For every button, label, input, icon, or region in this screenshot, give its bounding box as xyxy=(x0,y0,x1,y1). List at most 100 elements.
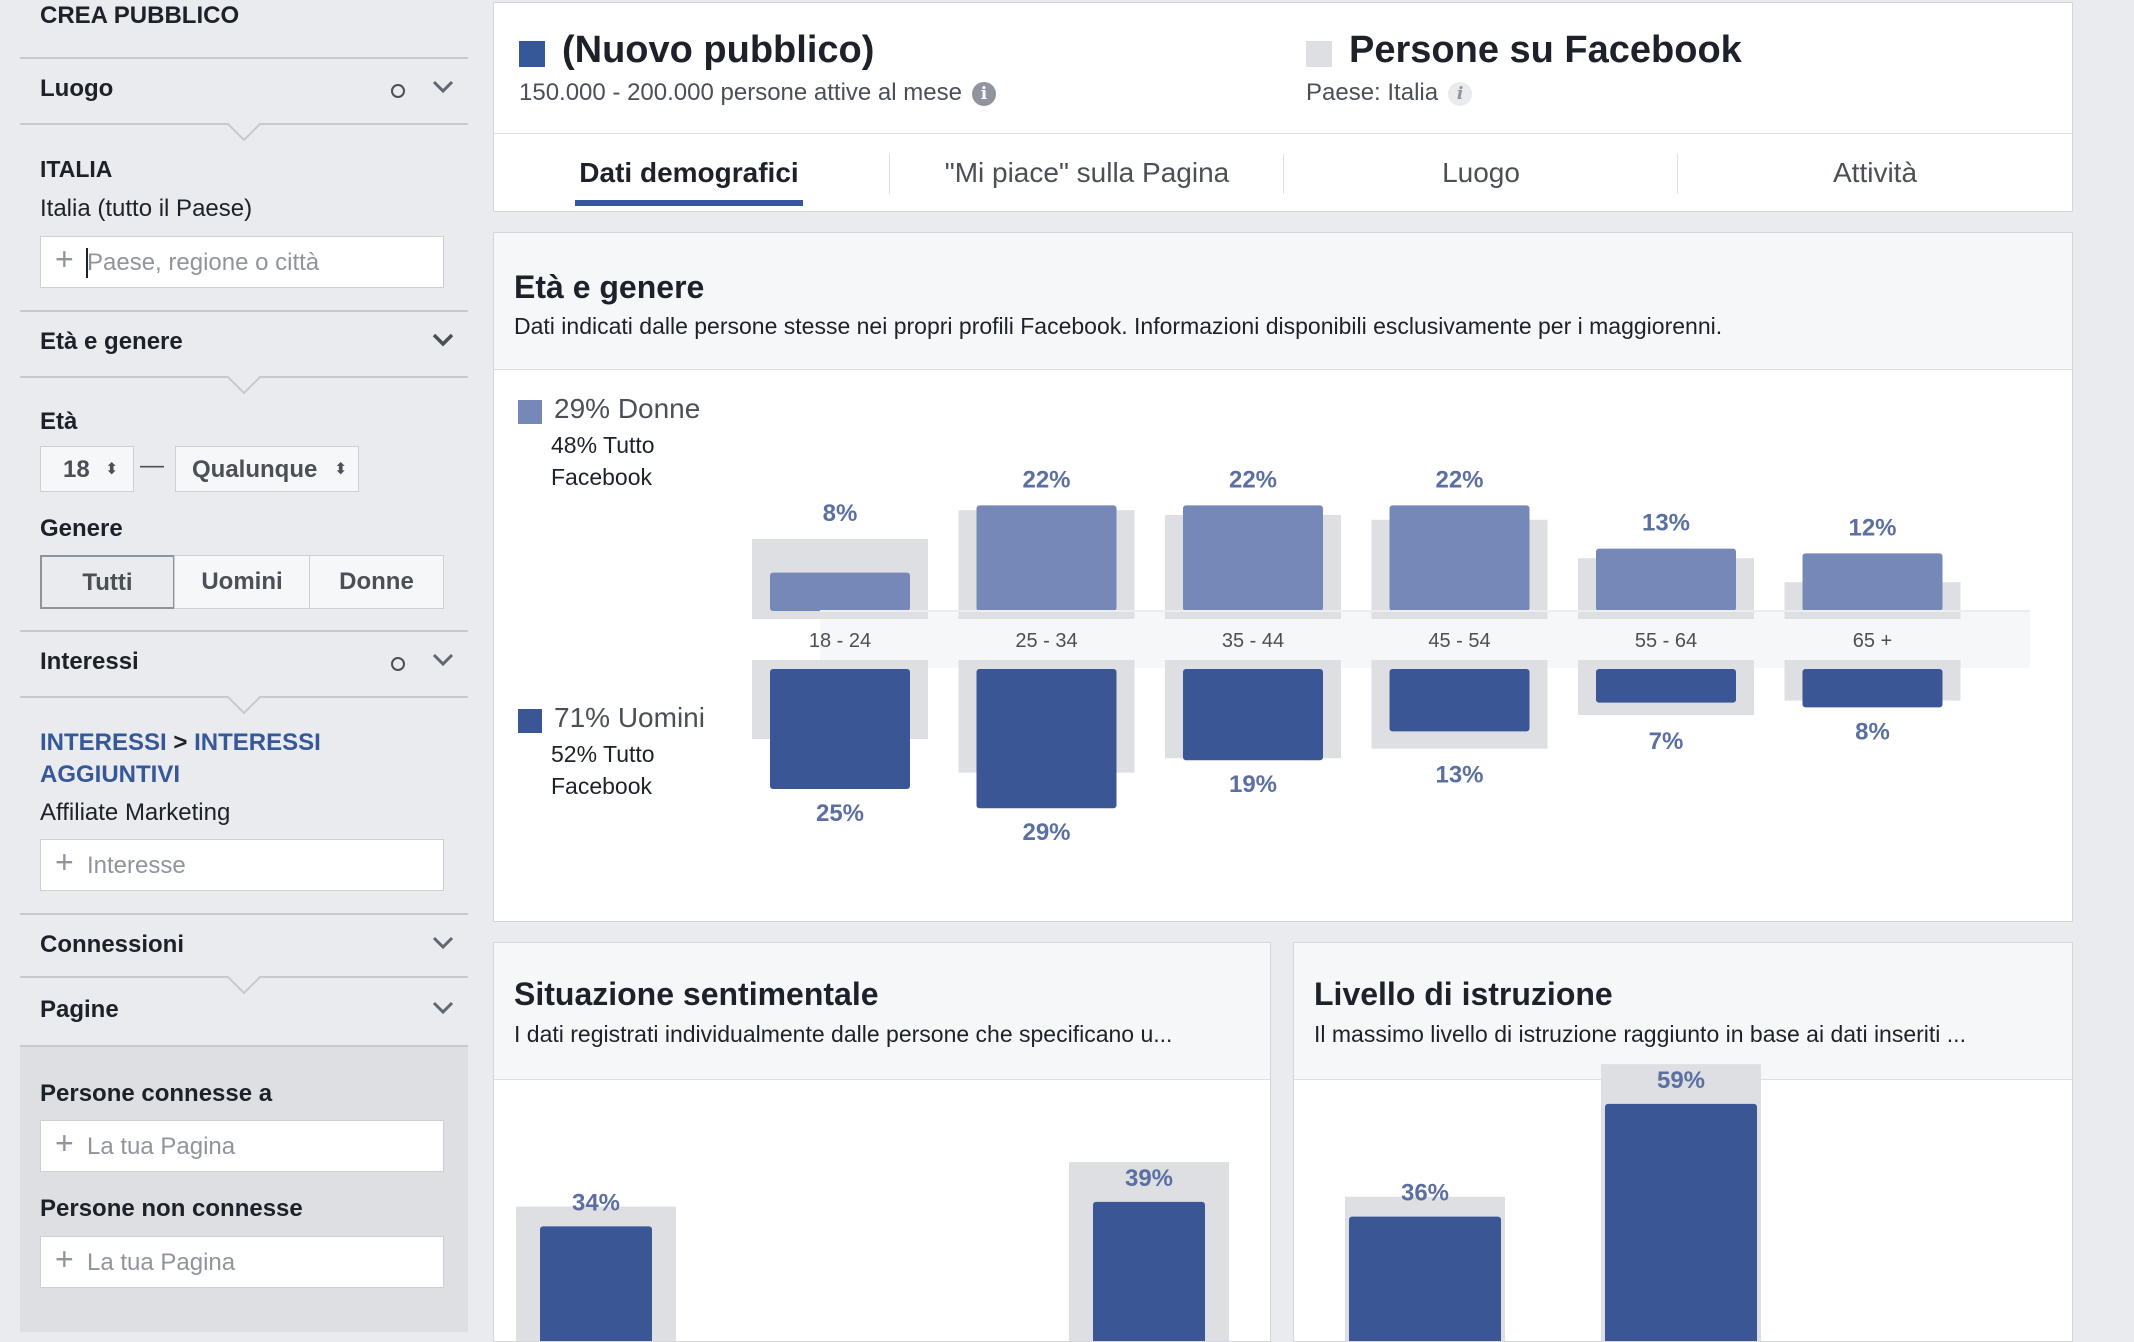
location-section-label: Luogo xyxy=(40,75,114,102)
location-placeholder: Paese, regione o città xyxy=(87,249,320,276)
relationship-panel: Situazione sentimentale I dati registrat… xyxy=(493,942,1271,1342)
chevron-down-icon[interactable] xyxy=(428,992,458,1022)
age-category-label: 18 - 24 xyxy=(809,630,871,652)
location-country: ITALIA xyxy=(40,156,113,182)
text-cursor xyxy=(86,248,88,278)
women-bar xyxy=(770,572,910,611)
pages-section-header[interactable]: Pagine xyxy=(20,980,468,1042)
men-bar-label: 25% xyxy=(816,800,864,827)
men-bar xyxy=(1389,669,1530,732)
interest-search-input[interactable]: + Interesse xyxy=(40,839,444,891)
age-category-label: 45 - 54 xyxy=(1428,630,1490,652)
chevron-down-icon[interactable] xyxy=(428,71,458,101)
women-legend-swatch xyxy=(518,400,542,424)
tab-page-likes[interactable]: "Mi piace" sulla Pagina xyxy=(944,157,1230,188)
education-title: Livello di istruzione xyxy=(1314,976,1613,1012)
location-section-header[interactable]: Luogo xyxy=(20,57,468,121)
status-dot-icon xyxy=(391,657,405,671)
new-audience-swatch xyxy=(519,41,545,67)
men-bar-label: 7% xyxy=(1649,728,1684,755)
relationship-chart: 34% 39% xyxy=(516,1162,1229,1341)
connections-section-header[interactable]: Connessioni xyxy=(20,913,468,977)
not-connected-label: Persone non connesse xyxy=(40,1195,303,1222)
gender-option-all[interactable]: Tutti xyxy=(40,555,175,609)
education-chart: 36% 59% xyxy=(1345,1064,1761,1341)
men-bar-label: 29% xyxy=(1022,819,1070,846)
women-bar-label: 22% xyxy=(1022,466,1070,493)
interest-path-link[interactable]: INTERESSI xyxy=(194,729,321,756)
age-gender-panel-header: Età e genere Dati indicati dalle persone… xyxy=(494,233,2072,370)
pages-section-body: Persone connesse a + La tua Pagina Perso… xyxy=(20,1045,468,1332)
axis-band xyxy=(820,611,2030,668)
relationship-description: I dati registrati individualmente dalle … xyxy=(514,1021,1173,1047)
interests-section-header[interactable]: Interessi xyxy=(20,630,468,694)
interest-path-link[interactable]: INTERESSI xyxy=(40,729,167,756)
info-icon[interactable]: i xyxy=(971,81,996,106)
info-icon[interactable]: i xyxy=(1448,81,1473,106)
women-bar-label: 22% xyxy=(1229,466,1277,493)
location-search-input[interactable]: + Paese, regione o città xyxy=(40,236,444,288)
plus-icon: + xyxy=(55,844,74,880)
chevron-down-icon[interactable] xyxy=(428,644,458,674)
gender-option-women[interactable]: Donne xyxy=(309,555,444,609)
tab-activity[interactable]: Attività xyxy=(1832,157,1918,188)
sort-arrows-icon: ⬍ xyxy=(334,461,348,478)
connected-page-input[interactable]: + La tua Pagina xyxy=(40,1120,444,1172)
education-bar xyxy=(1605,1103,1757,1341)
tab-demographics[interactable]: Dati demografici xyxy=(579,157,799,188)
women-bar xyxy=(1802,553,1943,611)
age-min-select[interactable]: 18 ⬍ xyxy=(40,446,134,492)
pages-section-label: Pagine xyxy=(40,996,119,1023)
age-max-value: Qualunque xyxy=(192,456,318,483)
facebook-audience-country-text: Paese: Italia xyxy=(1306,79,1439,106)
age-gender-panel: Età e genere Dati indicati dalle persone… xyxy=(493,232,2073,922)
education-panel-header: Livello di istruzione Il massimo livello… xyxy=(1294,943,2072,1080)
women-bar-label: 8% xyxy=(823,500,858,527)
section-divider xyxy=(20,123,468,142)
women-bar-label: 13% xyxy=(1642,510,1690,537)
tab-location[interactable]: Luogo xyxy=(1442,157,1520,188)
age-gender-section-label: Età e genere xyxy=(40,328,183,355)
women-legend-pct: 29% Donne xyxy=(554,393,701,424)
relationship-bar xyxy=(540,1226,652,1341)
men-bar-label: 8% xyxy=(1855,718,1890,745)
men-legend-swatch xyxy=(518,709,542,733)
new-audience-title: (Nuovo pubblico) xyxy=(562,29,875,71)
page-scrollbar-track[interactable] xyxy=(2090,0,2134,1330)
men-bar xyxy=(976,669,1117,809)
age-gender-title: Età e genere xyxy=(514,269,705,305)
tab-separator xyxy=(1677,154,1678,194)
active-tab-indicator xyxy=(575,200,803,206)
tab-separator xyxy=(1283,154,1284,194)
age-min-value: 18 xyxy=(63,456,90,483)
interest-value: Affiliate Marketing xyxy=(40,799,231,826)
location-region: Italia (tutto il Paese) xyxy=(40,195,253,222)
gender-option-men[interactable]: Uomini xyxy=(174,555,310,609)
relationship-bar-label: 34% xyxy=(572,1189,620,1216)
relationship-panel-header: Situazione sentimentale I dati registrat… xyxy=(494,943,1270,1080)
sidebar-title: CREA PUBBLICO xyxy=(40,2,240,29)
age-category-label: 65 + xyxy=(1853,630,1892,652)
education-bar-label: 59% xyxy=(1657,1067,1705,1094)
age-category-label: 35 - 44 xyxy=(1222,630,1284,652)
age-gender-section-header[interactable]: Età e genere xyxy=(20,310,468,374)
women-bar xyxy=(976,505,1117,611)
education-description: Il massimo livello di istruzione raggiun… xyxy=(1314,1021,1966,1047)
new-audience-size: 150.000 - 200.000 persone attive al mese… xyxy=(519,79,996,107)
status-dot-icon xyxy=(391,84,405,98)
age-max-select[interactable]: Qualunque ⬍ xyxy=(175,446,359,492)
facebook-audience-title: Persone su Facebook xyxy=(1349,29,1742,71)
relationship-bar-label: 39% xyxy=(1125,1165,1173,1192)
chevron-down-icon[interactable] xyxy=(428,927,458,957)
not-connected-page-input[interactable]: + La tua Pagina xyxy=(40,1236,444,1288)
tab-separator xyxy=(889,154,890,194)
men-bar xyxy=(1183,669,1323,761)
age-label: Età xyxy=(40,408,78,435)
plus-icon: + xyxy=(55,1125,74,1161)
not-connected-page-placeholder: La tua Pagina xyxy=(87,1249,236,1276)
chevron-down-icon[interactable] xyxy=(428,324,458,354)
education-panel: Livello di istruzione Il massimo livello… xyxy=(1293,942,2073,1342)
women-bar xyxy=(1183,505,1323,611)
men-bar xyxy=(1802,669,1943,708)
interest-path-link[interactable]: AGGIUNTIVI xyxy=(40,761,181,788)
